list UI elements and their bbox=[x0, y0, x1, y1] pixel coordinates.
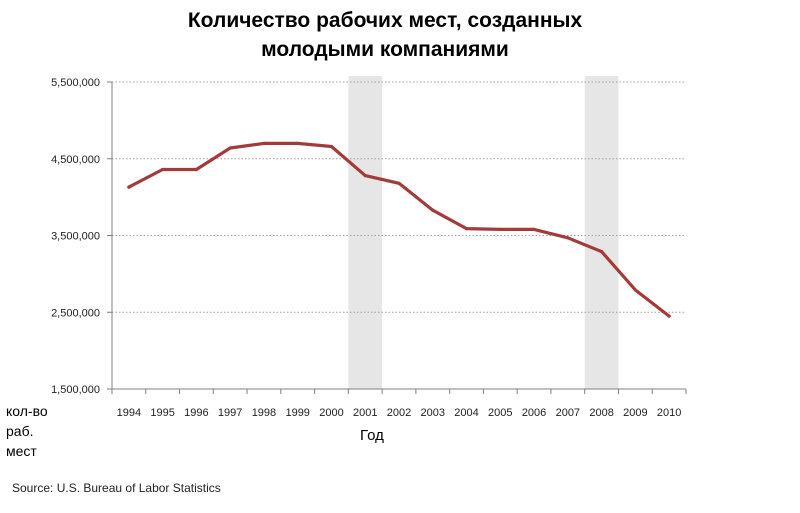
x-tick-label-2000: 2000 bbox=[319, 407, 343, 419]
x-tick-label-2001: 2001 bbox=[353, 407, 377, 419]
y-axis-label-line-1: кол-во bbox=[6, 403, 48, 419]
x-tick-label-2002: 2002 bbox=[387, 407, 411, 419]
data-point-2006 bbox=[532, 227, 536, 231]
data-point-2008 bbox=[599, 250, 604, 254]
data-point-2010 bbox=[667, 314, 671, 318]
data-point-1996 bbox=[194, 167, 199, 172]
y-axis-label: кол-во раб. мест bbox=[6, 401, 48, 461]
x-tick-label-2010: 2010 bbox=[657, 407, 681, 419]
chart-title-line-2: молодыми компаниями bbox=[261, 38, 509, 61]
y-axis-label-line-3: мест bbox=[6, 443, 37, 459]
x-tick-label-1996: 1996 bbox=[184, 407, 208, 419]
x-tick-label-1999: 1999 bbox=[285, 407, 309, 419]
chart-title: Количество рабочих мест, созданных молод… bbox=[0, 6, 770, 64]
data-point-1994 bbox=[127, 185, 131, 189]
x-tick-label-1997: 1997 bbox=[218, 407, 242, 419]
data-point-1997 bbox=[228, 146, 232, 150]
data-point-2009 bbox=[633, 288, 637, 292]
x-tick-label-2006: 2006 bbox=[522, 407, 546, 419]
x-tick-label-1994: 1994 bbox=[117, 407, 141, 419]
y-tick-label-3: 4,500,000 bbox=[51, 154, 100, 166]
x-tick-label-1998: 1998 bbox=[252, 407, 276, 419]
data-point-1998 bbox=[262, 141, 266, 145]
x-axis-label: Год bbox=[360, 427, 384, 444]
data-point-2007 bbox=[566, 236, 570, 240]
data-point-2004 bbox=[464, 226, 469, 231]
data-point-2002 bbox=[397, 181, 401, 185]
recession-band-2 bbox=[584, 76, 619, 389]
source-note: Source: U.S. Bureau of Labor Statistics bbox=[12, 481, 221, 495]
data-point-2000 bbox=[329, 144, 334, 149]
x-tick-label-1995: 1995 bbox=[150, 407, 174, 419]
x-tick-label-2009: 2009 bbox=[623, 407, 647, 419]
data-point-1995 bbox=[161, 167, 165, 172]
data-point-1999 bbox=[296, 141, 300, 145]
y-tick-label-4: 5,500,000 bbox=[51, 77, 100, 89]
recession-band-1 bbox=[348, 76, 383, 389]
y-tick-label-2: 3,500,000 bbox=[51, 231, 100, 243]
data-point-2005 bbox=[498, 227, 502, 231]
x-tick-label-2005: 2005 bbox=[488, 407, 512, 419]
x-tick-label-2008: 2008 bbox=[589, 407, 613, 419]
x-tick-label-2004: 2004 bbox=[454, 407, 478, 419]
y-tick-label-1: 2,500,000 bbox=[51, 307, 100, 319]
y-tick-label-0: 1,500,000 bbox=[51, 384, 100, 396]
x-tick-label-2007: 2007 bbox=[556, 407, 580, 419]
y-axis-label-line-2: раб. bbox=[6, 423, 34, 439]
x-tick-label-2003: 2003 bbox=[421, 407, 445, 419]
data-point-2001 bbox=[363, 174, 367, 178]
data-point-2003 bbox=[431, 208, 435, 212]
chart-title-line-1: Количество рабочих мест, созданных bbox=[187, 9, 583, 32]
